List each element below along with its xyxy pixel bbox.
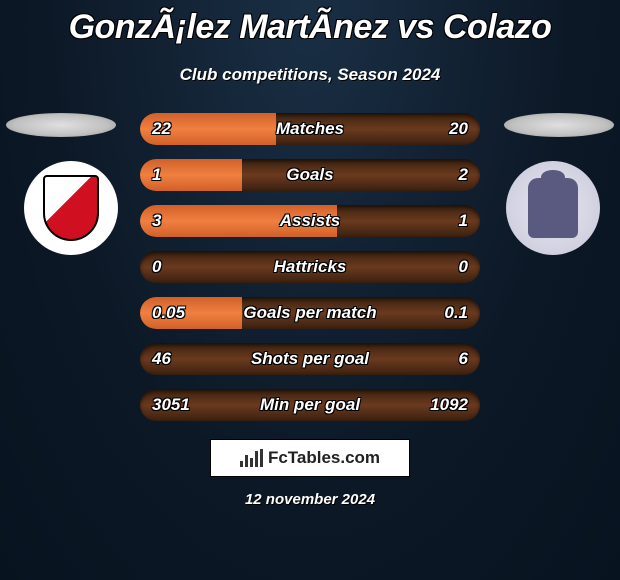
bar-track: 3Assists1	[140, 205, 480, 237]
bar-track: 0.05Goals per match0.1	[140, 297, 480, 329]
bar-chart-icon	[240, 449, 262, 467]
comparison-stage: 22Matches201Goals23Assists10Hattricks00.…	[0, 113, 620, 421]
stat-row: 22Matches20	[140, 113, 480, 145]
bar-label: Goals per match	[140, 297, 480, 329]
stat-row: 46Shots per goal6	[140, 343, 480, 375]
bar-track: 1Goals2	[140, 159, 480, 191]
bar-value-right: 1092	[430, 389, 468, 421]
bar-track: 22Matches20	[140, 113, 480, 145]
bar-value-right: 20	[449, 113, 468, 145]
stat-row: 3051Min per goal1092	[140, 389, 480, 421]
bar-value-right: 0.1	[444, 297, 468, 329]
bar-track: 0Hattricks0	[140, 251, 480, 283]
bar-value-right: 1	[459, 205, 468, 237]
bar-label: Matches	[140, 113, 480, 145]
bar-label: Hattricks	[140, 251, 480, 283]
page-title: GonzÃ¡lez MartÃ­nez vs Colazo	[0, 0, 620, 47]
subtitle: Club competitions, Season 2024	[0, 65, 620, 85]
stats-bars: 22Matches201Goals23Assists10Hattricks00.…	[140, 113, 480, 421]
bar-label: Min per goal	[140, 389, 480, 421]
stat-row: 0.05Goals per match0.1	[140, 297, 480, 329]
stat-row: 3Assists1	[140, 205, 480, 237]
team-badge-left	[24, 161, 118, 255]
brand-text: FcTables.com	[268, 448, 380, 468]
bar-label: Goals	[140, 159, 480, 191]
bar-value-right: 6	[459, 343, 468, 375]
bar-track: 46Shots per goal6	[140, 343, 480, 375]
independiente-shield-icon	[43, 175, 99, 241]
gimnasia-knight-icon	[528, 178, 578, 238]
stat-row: 0Hattricks0	[140, 251, 480, 283]
shadow-right	[504, 113, 614, 137]
bar-label: Assists	[140, 205, 480, 237]
date-label: 12 november 2024	[0, 491, 620, 508]
footer-brand[interactable]: FcTables.com	[210, 439, 410, 477]
stat-row: 1Goals2	[140, 159, 480, 191]
shadow-left	[6, 113, 116, 137]
bar-track: 3051Min per goal1092	[140, 389, 480, 421]
bar-label: Shots per goal	[140, 343, 480, 375]
bar-value-right: 0	[459, 251, 468, 283]
team-badge-right	[506, 161, 600, 255]
bar-value-right: 2	[459, 159, 468, 191]
